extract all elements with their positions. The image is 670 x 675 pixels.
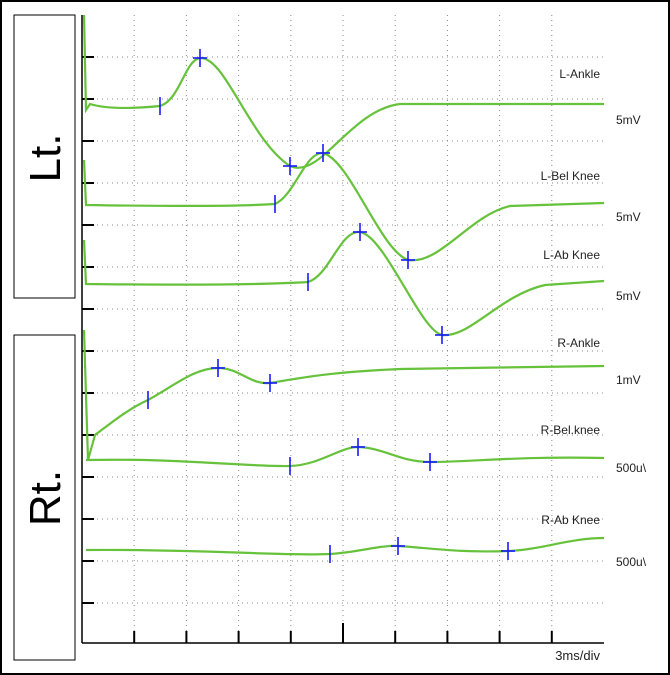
trace-name: L-Ab Knee xyxy=(543,248,600,262)
trace-name: R-Ab Knee xyxy=(541,513,600,527)
trace-labels: L-Ankle 5mV L-Bel Knee 5mV L-Ab Knee 5mV… xyxy=(541,67,647,663)
sensitivity: 500u\ xyxy=(616,555,647,569)
left-box xyxy=(13,14,76,299)
side-label: Rt. xyxy=(21,470,70,526)
right-box xyxy=(13,334,76,661)
trace-name: L-Ankle xyxy=(559,67,600,81)
sensitivity: 5mV xyxy=(616,210,641,224)
sensitivity: 1mV xyxy=(616,373,641,387)
trace-name: R-Ankle xyxy=(557,336,600,350)
sensitivity: 5mV xyxy=(616,289,641,303)
trace-name: L-Bel Knee xyxy=(541,169,601,183)
trace xyxy=(82,14,604,169)
cursors xyxy=(147,49,515,563)
trace-name: R-Bel.knee xyxy=(541,423,601,437)
sensitivity: 5mV xyxy=(616,113,641,127)
sensitivity: 500u\ xyxy=(616,461,647,475)
timebase: 3ms/div xyxy=(555,648,600,663)
side-label: Lt. xyxy=(21,134,70,183)
